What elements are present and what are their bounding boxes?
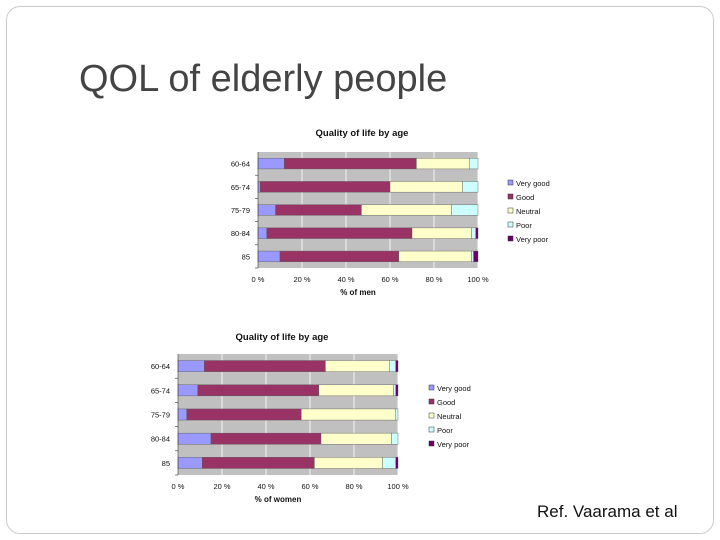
bar-segment [257, 158, 285, 170]
x-tick-label: 40 % [337, 275, 354, 284]
bar-segment [471, 227, 476, 239]
category-label: 60-64 [151, 362, 170, 371]
bar-segment [395, 408, 399, 421]
bar-segment [177, 384, 198, 397]
legend-label: Good [516, 193, 534, 202]
bar-segment [320, 432, 392, 445]
bar-segment [186, 408, 302, 421]
bar-segment [468, 158, 479, 170]
category-label: 65-74 [231, 183, 250, 192]
bar-segment [416, 158, 470, 170]
bar-segment [475, 227, 479, 239]
bar-segment [257, 250, 281, 262]
category-label: 60-64 [231, 160, 250, 169]
bar-segment [260, 181, 391, 193]
bar-segment [177, 432, 212, 445]
category-label: 80-84 [231, 229, 250, 238]
category-label: 75-79 [151, 411, 170, 420]
legend-swatch [428, 426, 435, 433]
x-tick-label: 60 % [301, 482, 318, 491]
chart-title: Quality of life by age [236, 332, 329, 343]
bar-segment [391, 432, 399, 445]
bar-segment [257, 204, 276, 216]
bar-segment [257, 227, 268, 239]
bar-segment [314, 457, 383, 469]
bar-segment [388, 360, 396, 372]
x-tick-label: 100 % [387, 482, 409, 491]
bar-segment [204, 360, 326, 372]
bar-segment [361, 204, 452, 216]
legend-swatch [507, 193, 514, 200]
bar-segment [393, 384, 397, 397]
x-axis-label: % of men [340, 288, 376, 297]
bar-segment [257, 181, 261, 193]
bar-segment [398, 250, 472, 262]
x-tick-label: 80 % [345, 482, 362, 491]
legend-label: Poor [516, 221, 532, 230]
x-tick-label: 20 % [293, 275, 310, 284]
bar-segment [210, 432, 322, 445]
x-tick-label: 80 % [425, 275, 442, 284]
bar-segment [202, 457, 315, 469]
bar-segment [177, 360, 205, 372]
legend-swatch [507, 235, 514, 242]
chart-women: Quality of life by age 60-64 65-74 75-79 80-… [151, 332, 471, 504]
legend-swatch [428, 384, 435, 391]
bar-segment [325, 360, 390, 372]
legend-label: Poor [437, 426, 453, 435]
legend-label: Good [437, 398, 455, 407]
legend-swatch [428, 398, 435, 405]
legend-label: Very poor [437, 440, 470, 449]
category-label: 85 [162, 459, 170, 468]
legend-swatch [507, 221, 514, 228]
legend-label: Very good [437, 384, 471, 393]
x-tick-label: 0 % [172, 482, 185, 491]
legend-swatch [507, 179, 514, 186]
bar-segment [318, 384, 394, 397]
category-label: 85 [242, 252, 250, 261]
bar-segment [411, 227, 472, 239]
bar-segment [382, 457, 397, 469]
legend-label: Very good [516, 179, 550, 188]
bar-segment [389, 181, 463, 193]
slide-title: QOL of elderly people [79, 58, 448, 100]
bar-segment [300, 408, 396, 421]
category-label: 80-84 [151, 435, 170, 444]
chart-men: Quality of life by age 60-64 65-74 75-79 80-… [231, 128, 550, 297]
bar-segment [284, 158, 417, 170]
chart-title: Quality of life by age [316, 128, 409, 139]
x-tick-label: 0 % [252, 275, 265, 284]
bar-segment [197, 384, 319, 397]
bar-segment [462, 181, 479, 193]
legend-swatch [507, 207, 514, 214]
bar-segment [473, 250, 479, 262]
bar-segment [279, 250, 400, 262]
legend-label: Very poor [516, 235, 549, 244]
legend-swatch [428, 440, 435, 447]
legend-label: Neutral [516, 207, 541, 216]
reference-text: Ref. Vaarama et al [537, 502, 678, 521]
bar-segment [177, 457, 203, 469]
bar-segment [395, 384, 399, 397]
category-label: 65-74 [151, 386, 170, 395]
legend-swatch [428, 412, 435, 419]
bar-segment [471, 250, 474, 262]
bar-segment [451, 204, 479, 216]
bar-segment [395, 457, 399, 469]
bar-segment [266, 227, 413, 239]
x-axis-label: % of women [255, 495, 302, 504]
bar-segment [177, 408, 188, 421]
legend-label: Neutral [437, 412, 462, 421]
bar-segment [395, 360, 399, 372]
bar-segment [275, 204, 362, 216]
category-label: 75-79 [231, 206, 250, 215]
x-tick-label: 60 % [381, 275, 398, 284]
x-tick-label: 40 % [257, 482, 274, 491]
x-tick-label: 20 % [213, 482, 230, 491]
x-tick-label: 100 % [467, 275, 489, 284]
